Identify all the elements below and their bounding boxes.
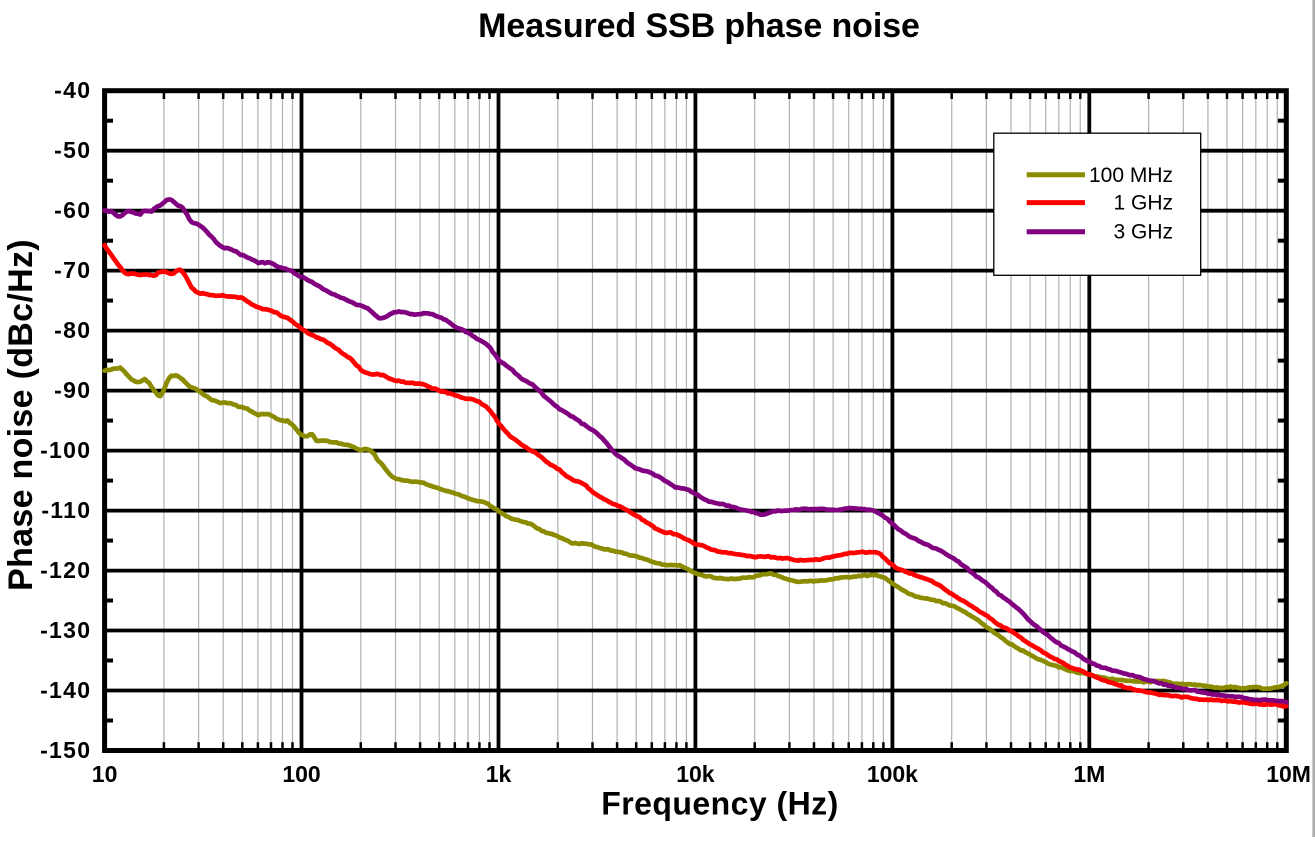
svg-text:-50: -50 [54, 137, 91, 163]
svg-text:100k: 100k [867, 761, 918, 787]
svg-text:10k: 10k [676, 761, 715, 787]
svg-text:-70: -70 [54, 257, 91, 283]
svg-text:1 GHz: 1 GHz [1113, 192, 1173, 215]
svg-text:1M: 1M [1073, 761, 1105, 787]
svg-text:Measured SSB phase noise: Measured SSB phase noise [478, 7, 920, 45]
svg-text:-60: -60 [54, 197, 91, 223]
svg-text:3 GHz: 3 GHz [1113, 221, 1173, 244]
svg-text:10M: 10M [1266, 761, 1311, 787]
svg-text:Frequency (Hz): Frequency (Hz) [601, 786, 838, 822]
svg-text:-110: -110 [41, 497, 91, 523]
svg-text:1k: 1k [486, 761, 512, 787]
svg-text:-140: -140 [40, 677, 91, 703]
svg-text:-90: -90 [54, 377, 91, 403]
svg-text:-130: -130 [40, 617, 91, 643]
svg-text:-80: -80 [54, 317, 91, 343]
svg-text:10: 10 [92, 761, 118, 787]
svg-text:Phase noise (dBc/Hz): Phase noise (dBc/Hz) [2, 239, 40, 591]
svg-text:-40: -40 [54, 77, 91, 103]
svg-text:-100: -100 [40, 437, 91, 463]
svg-text:-120: -120 [40, 557, 91, 583]
svg-text:-150: -150 [40, 737, 91, 763]
svg-text:100: 100 [282, 761, 320, 787]
svg-text:100 MHz: 100 MHz [1089, 164, 1173, 187]
